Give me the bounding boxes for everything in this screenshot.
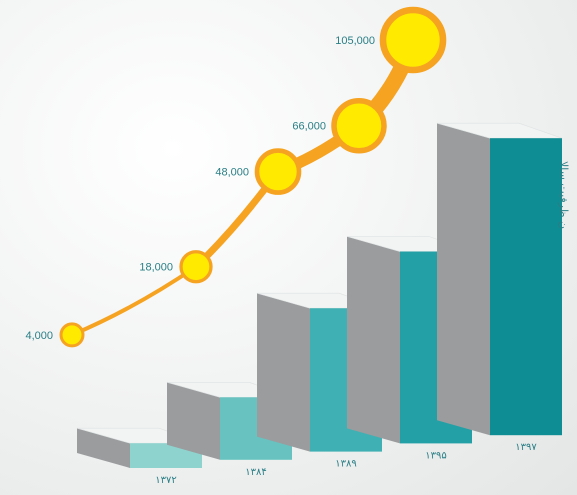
bar-side-face — [167, 382, 220, 460]
bars-group — [76, 122, 563, 468]
bar-side-face — [257, 293, 310, 452]
trend-segment-1 — [70, 264, 198, 337]
value-label-2: 18,000 — [139, 262, 173, 274]
value-label-4: 66,000 — [292, 121, 326, 133]
year-label-5: ۱۳۹۷ — [515, 442, 537, 453]
marker-3 — [254, 148, 302, 195]
value-labels-group: 4,000 18,000 48,000 66,000 105,000 — [25, 35, 375, 342]
bar-front-face — [490, 138, 562, 436]
value-label-5: 105,000 — [335, 35, 375, 47]
marker-2 — [179, 250, 213, 284]
bar-5 — [436, 122, 563, 436]
markers-group — [59, 6, 447, 348]
bar-side-face — [437, 123, 490, 436]
year-label-4: ۱۳۹۵ — [425, 450, 446, 461]
value-label-3: 48,000 — [215, 167, 249, 179]
year-label-3: ۱۳۸۹ — [335, 459, 356, 470]
year-label-2: ۱۳۸۴ — [245, 467, 266, 478]
marker-5 — [379, 6, 447, 74]
value-label-1: 4,000 — [25, 330, 53, 342]
marker-1 — [59, 322, 85, 348]
bar-side-face — [347, 236, 400, 444]
year-label-1: ۱۳۷۲ — [155, 475, 176, 486]
year-labels-group: ۱۳۷۲ ۱۳۸۴ ۱۳۸۹ ۱۳۹۵ ۱۳۹۷ — [155, 442, 537, 486]
bar-side-face — [77, 428, 130, 468]
y-axis-label: ن ظرفیت سالا — [557, 161, 570, 229]
marker-4 — [331, 97, 387, 154]
